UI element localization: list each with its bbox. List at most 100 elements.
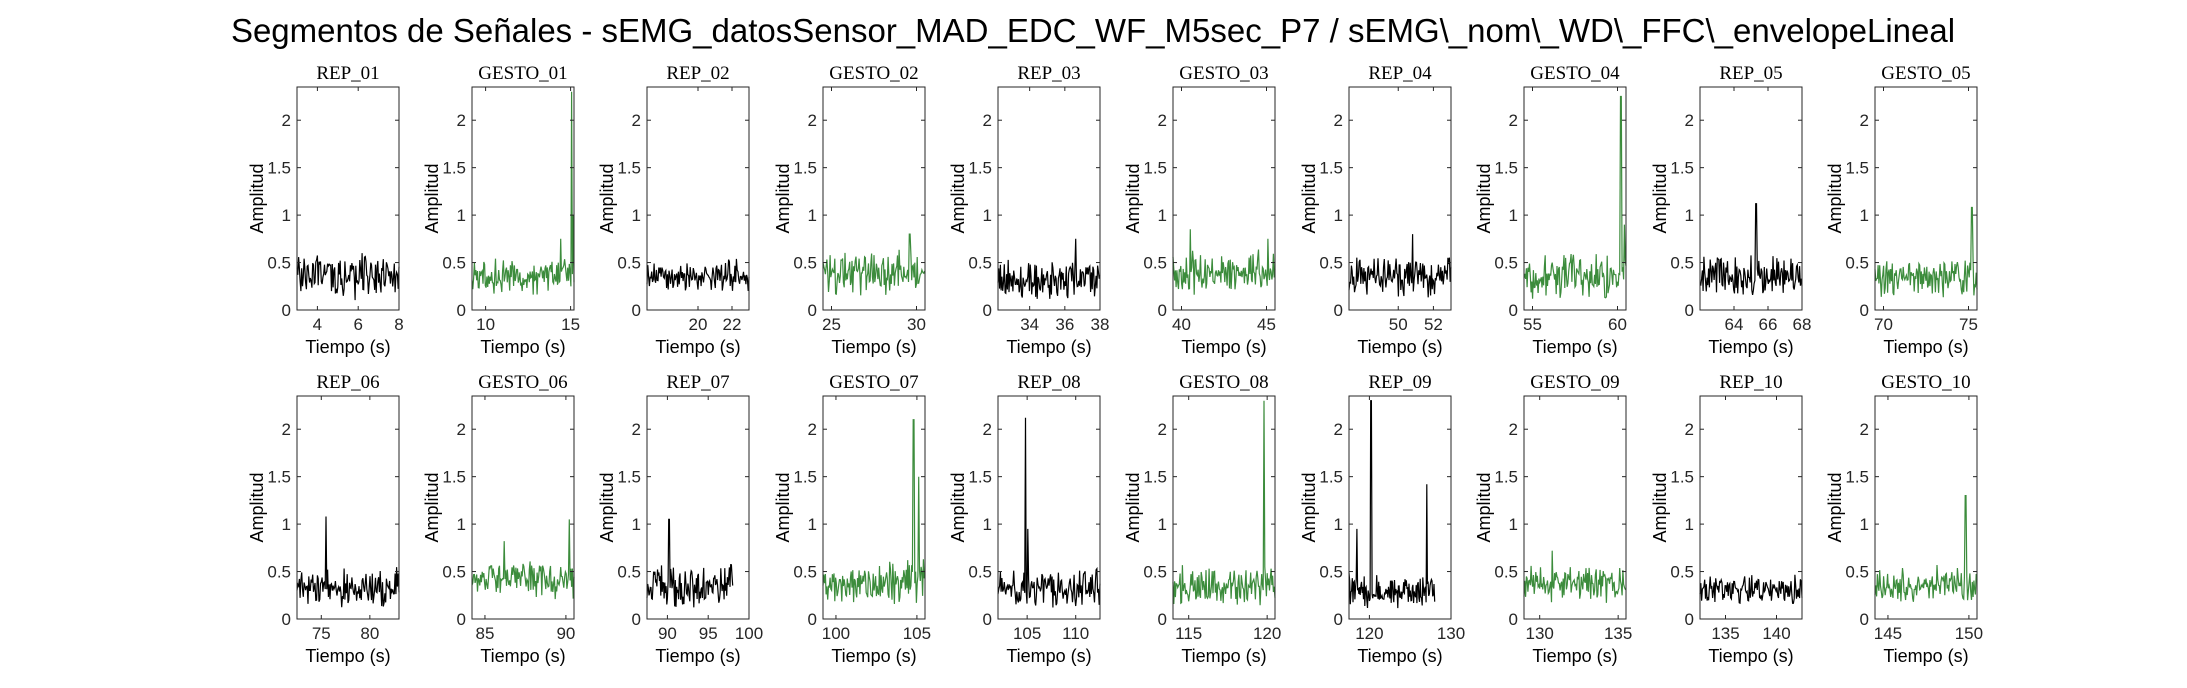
x-axis-label: Tiempo (s) [480,337,565,357]
y-tick-label: 0 [808,301,817,320]
y-tick-label: 1 [457,206,466,225]
subplot-rep-04: REP_04 0 0.5 1 1.5 2 50 52 Tiempo (s) Amplitud [1299,63,1452,357]
axes-frame [646,395,750,620]
subplot-rep-08: REP_08 0 0.5 1 1.5 2 105 110 Tiempo (s) Amplitud [948,372,1101,666]
x-tick-label: 22 [723,315,742,334]
y-tick-label: 1 [1685,206,1694,225]
y-tick-label: 0 [1685,301,1694,320]
x-axis-label: Tiempo (s) [1708,337,1793,357]
y-tick-label: 1.5 [1845,468,1869,487]
y-tick-label: 2 [1158,111,1167,130]
y-axis-label: Amplitud [597,163,617,233]
y-tick-label: 1.5 [1319,468,1343,487]
y-tick-label: 0 [632,301,641,320]
signal-line [646,518,734,608]
axes-frame [822,395,926,620]
panel-title: GESTO_01 [478,63,567,84]
x-axis-label: Tiempo (s) [1532,646,1617,666]
y-axis-label: Amplitud [1474,472,1494,542]
signal-line [1699,203,1803,296]
y-tick-label: 0.5 [1319,254,1343,273]
y-tick-label: 0 [282,301,291,320]
subplot-gesto-10: GESTO_10 0 0.5 1 1.5 2 145 150 Tiempo (s) Amplitu… [1825,372,1983,666]
y-tick-label: 0 [1685,610,1694,629]
subplot-gesto-05: GESTO_05 0 0.5 1 1.5 2 70 75 Tiempo (s) Amplitud [1825,63,1978,357]
signal-line [1523,95,1627,299]
x-axis-label: Tiempo (s) [305,646,390,666]
y-tick-label: 1 [808,515,817,534]
y-tick-label: 0 [1334,610,1343,629]
x-tick-label: 36 [1055,315,1074,334]
y-tick-label: 1.5 [442,159,466,178]
x-tick-label: 66 [1759,315,1778,334]
y-axis-label: Amplitud [1299,163,1319,233]
x-axis-label: Tiempo (s) [1357,337,1442,357]
axes-frame [1874,395,1978,620]
subplot-rep-02: REP_02 0 0.5 1 1.5 2 20 22 Tiempo (s) Amplitud [597,63,750,357]
panel-title: REP_05 [1719,63,1782,84]
y-tick-label: 2 [1158,420,1167,439]
y-tick-label: 1 [1158,206,1167,225]
y-tick-label: 1 [1509,515,1518,534]
y-axis-label: Amplitud [1825,472,1845,542]
y-axis-label: Amplitud [1474,163,1494,233]
x-axis-label: Tiempo (s) [1006,646,1091,666]
y-tick-label: 0.5 [267,563,291,582]
axes-frame [1523,395,1627,620]
panel-title: REP_08 [1017,372,1080,393]
x-axis-label: Tiempo (s) [1006,337,1091,357]
y-tick-label: 1.5 [442,468,466,487]
subplot-gesto-09: GESTO_09 0 0.5 1 1.5 2 130 135 Tiempo (s) Amplitu… [1474,372,1632,666]
x-tick-label: 90 [658,624,677,643]
y-tick-label: 0.5 [442,254,466,273]
y-tick-label: 2 [1685,111,1694,130]
x-tick-label: 110 [1062,624,1089,643]
y-tick-label: 0.5 [1494,254,1518,273]
signal-line [471,519,575,600]
x-tick-label: 70 [1874,315,1893,334]
y-tick-label: 1 [1334,515,1343,534]
subplot-rep-06: REP_06 0 0.5 1 1.5 2 75 80 Tiempo (s) Amplitud [247,372,400,666]
x-tick-label: 105 [903,624,931,643]
signal-line [1348,400,1436,609]
axes-frame [1172,86,1276,311]
y-tick-label: 0.5 [968,254,992,273]
axes-frame [1523,86,1627,311]
x-tick-label: 4 [313,315,322,334]
panel-title: GESTO_04 [1530,63,1620,84]
y-tick-label: 2 [983,420,992,439]
y-tick-label: 1.5 [1670,468,1694,487]
y-tick-label: 1.5 [1494,159,1518,178]
y-tick-label: 1 [282,206,291,225]
x-axis-label: Tiempo (s) [655,646,740,666]
panel-title: GESTO_10 [1881,372,1970,393]
axes-frame [296,395,400,620]
y-tick-label: 2 [1509,111,1518,130]
y-axis-label: Amplitud [422,163,442,233]
x-axis-label: Tiempo (s) [305,337,390,357]
y-tick-label: 1.5 [968,468,992,487]
y-tick-label: 1.5 [267,468,291,487]
x-tick-label: 34 [1020,315,1039,334]
x-tick-label: 45 [1257,315,1276,334]
panel-title: REP_07 [666,372,729,393]
y-tick-label: 1 [282,515,291,534]
x-axis-label: Tiempo (s) [831,337,916,357]
y-tick-label: 0.5 [1845,254,1869,273]
y-axis-label: Amplitud [773,472,793,542]
y-axis-label: Amplitud [422,472,442,542]
panel-title: GESTO_03 [1179,63,1268,84]
x-tick-label: 55 [1523,315,1542,334]
y-tick-label: 0.5 [617,563,641,582]
panel-title: GESTO_08 [1179,372,1268,393]
x-axis-label: Tiempo (s) [655,337,740,357]
y-tick-label: 1.5 [617,159,641,178]
signal-line [997,417,1101,608]
x-tick-label: 85 [475,624,494,643]
panel-title: REP_06 [316,372,379,393]
y-axis-label: Amplitud [1650,472,1670,542]
x-tick-label: 135 [1604,624,1632,643]
x-axis-label: Tiempo (s) [1883,646,1968,666]
y-tick-label: 0.5 [442,563,466,582]
x-tick-label: 145 [1874,624,1902,643]
